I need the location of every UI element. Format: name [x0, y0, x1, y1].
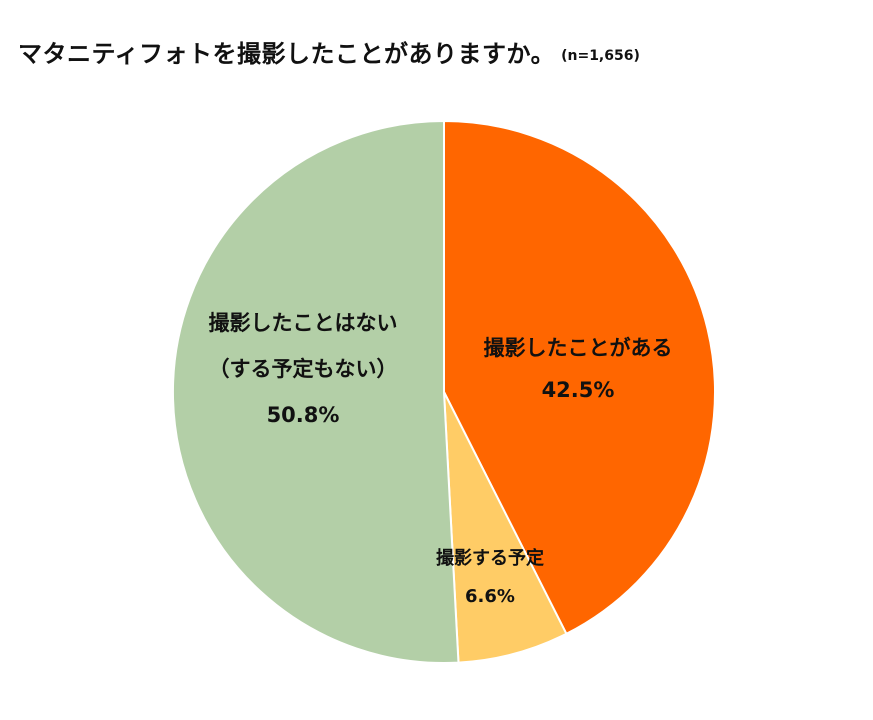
pie-slice-1	[443, 120, 716, 635]
slice-category-label-2: 撮影する予定	[436, 547, 544, 569]
chart-sample-size: (n=1,656)	[561, 48, 640, 64]
slice-category-label-3: （する予定もない）	[209, 357, 398, 381]
slice-value-label-3: 50.8%	[267, 403, 340, 427]
chart-title: マタニティフォトを撮影したことがありますか。 (n=1,656)	[18, 42, 640, 66]
slice-category-label-1: 撮影したことがある	[484, 336, 673, 360]
pie-slice-2	[443, 391, 568, 664]
slice-value-label-1: 42.5%	[542, 378, 615, 402]
chart-title-text: マタニティフォトを撮影したことがありますか。	[18, 40, 556, 68]
slice-value-label-2: 6.6%	[465, 586, 515, 607]
slice-category-label-3: 撮影したことはない	[209, 311, 398, 335]
pie-slice-3	[172, 120, 460, 664]
